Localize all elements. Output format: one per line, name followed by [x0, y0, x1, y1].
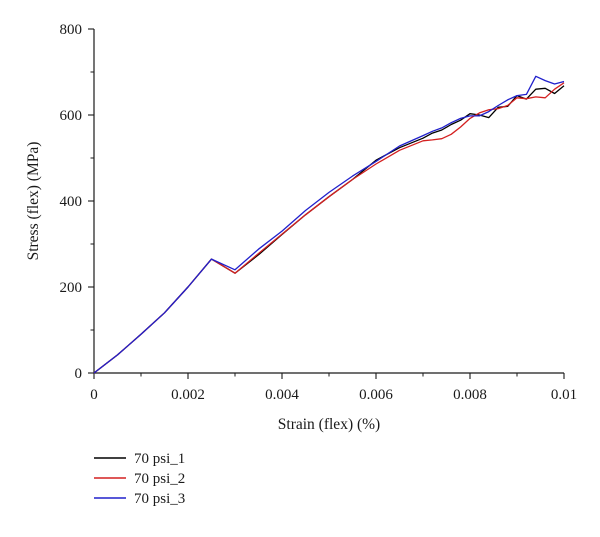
x-tick-label: 0: [90, 387, 98, 403]
x-tick-label: 0.002: [171, 387, 205, 403]
x-tick-label: 0.01: [551, 387, 577, 403]
y-axis-label: Stress (flex) (MPa): [25, 142, 42, 261]
series-line-1: [93, 85, 565, 374]
x-tick-label: 0.004: [265, 387, 299, 403]
legend-label-3: 70 psi_3: [134, 491, 185, 507]
y-tick-label: 600: [60, 108, 83, 124]
x-axis-label: Strain (flex) (%): [278, 416, 380, 433]
y-axis-ticks: [88, 28, 94, 374]
series-line-3: [93, 75, 565, 374]
y-tick-label: 200: [60, 280, 83, 296]
series-line-2: [93, 82, 565, 374]
legend-label-2: 70 psi_2: [134, 471, 185, 487]
legend-label-1: 70 psi_1: [134, 451, 185, 467]
y-tick-label: 800: [60, 22, 83, 38]
legend: 70 psi_1 70 psi_2 70 psi_3: [94, 451, 185, 507]
x-tick-label: 0.008: [453, 387, 487, 403]
y-tick-label: 0: [75, 366, 83, 382]
y-axis-tick-labels: 0 200 400 600 800: [60, 22, 83, 382]
x-tick-label: 0.006: [359, 387, 393, 403]
x-axis-ticks: [93, 373, 565, 379]
series-lines: [93, 75, 565, 374]
y-tick-label: 400: [60, 194, 83, 210]
x-axis-tick-labels: 0 0.002 0.004 0.006 0.008 0.01: [90, 387, 577, 403]
